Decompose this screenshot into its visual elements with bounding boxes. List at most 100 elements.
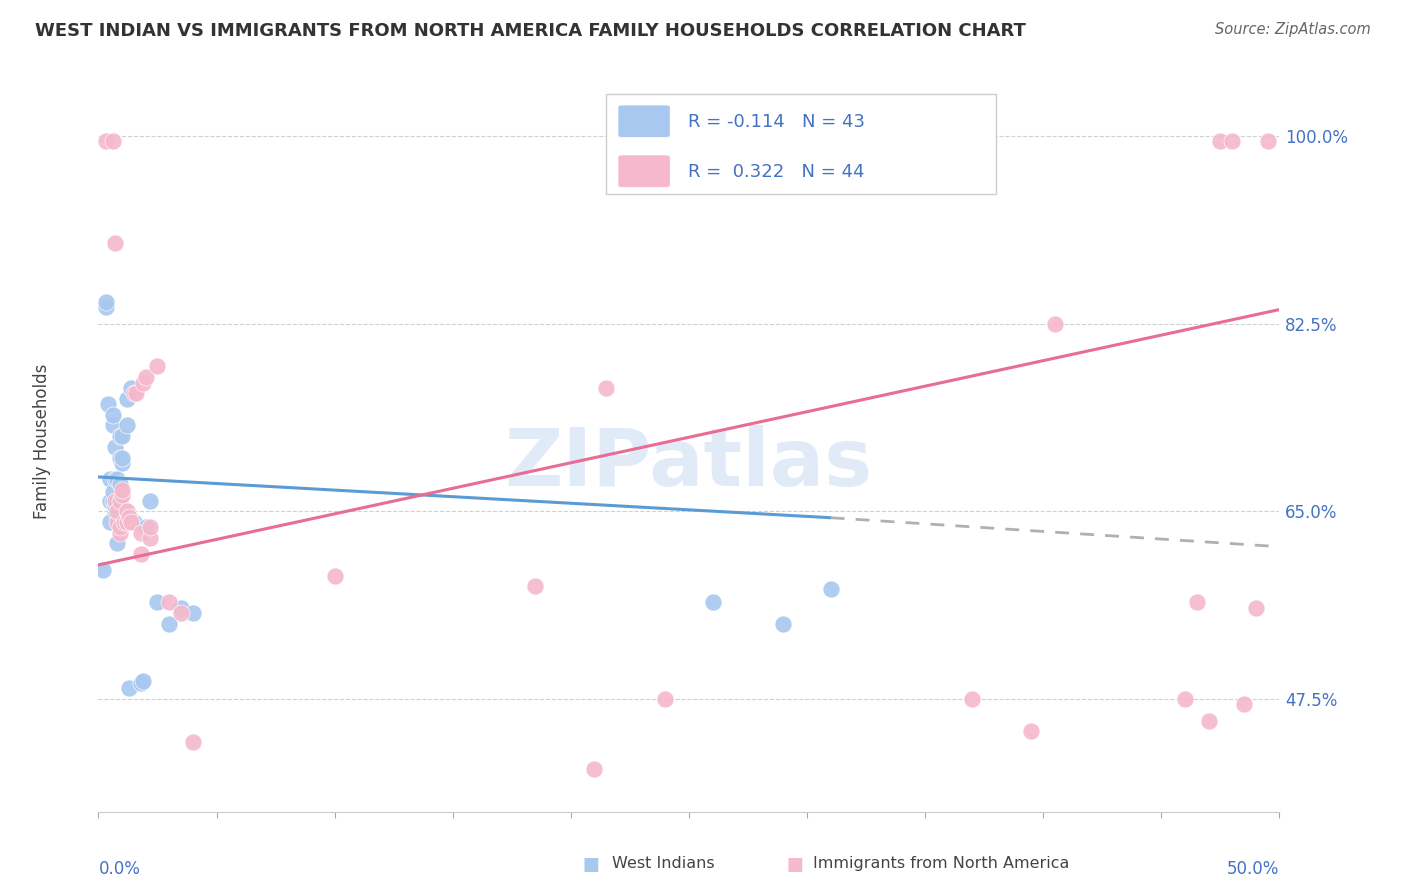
Point [139,493,162,508]
Point [105,515,128,529]
Point [105,472,128,486]
Point [181,606,204,620]
Point [1043,317,1066,331]
Text: Source: ZipAtlas.com: Source: ZipAtlas.com [1215,22,1371,37]
Text: R = -0.114   N = 43: R = -0.114 N = 43 [688,112,865,130]
Point [112,515,135,529]
Point [146,359,169,374]
Point [108,520,131,534]
Point [1257,134,1279,148]
Point [170,606,193,620]
Point [121,515,143,529]
Point [94,134,117,148]
Point [112,504,135,518]
Point [1244,600,1267,615]
Point [702,595,724,609]
Point [583,762,606,776]
Text: 0.0%: 0.0% [98,860,141,878]
Text: ▪: ▪ [785,849,804,878]
Point [1021,724,1043,739]
Point [122,515,145,529]
Point [1233,698,1256,712]
Point [104,472,127,486]
Point [112,515,135,529]
Point [104,504,127,518]
Point [98,515,121,529]
Point [118,509,141,524]
Point [104,493,127,508]
Point [1220,134,1243,148]
Point [129,547,152,561]
Point [323,568,346,582]
Point [101,485,124,500]
Point [94,301,117,315]
FancyBboxPatch shape [606,94,995,194]
Point [108,493,131,508]
Text: Immigrants from North America: Immigrants from North America [813,856,1069,871]
Text: Family Households: Family Households [32,364,51,519]
Text: West Indians: West Indians [612,856,714,871]
Point [111,429,134,443]
Point [101,418,124,433]
Point [108,450,131,465]
Point [1185,595,1208,609]
Text: 50.0%: 50.0% [1227,860,1279,878]
Point [115,392,138,406]
Point [654,692,676,706]
Point [1198,714,1220,728]
Point [98,493,121,508]
Text: ZIPatlas: ZIPatlas [505,425,873,503]
Point [820,582,842,596]
Point [595,381,617,395]
Point [772,616,794,631]
Point [139,520,162,534]
Point [139,531,162,545]
Point [135,370,157,384]
FancyBboxPatch shape [619,105,671,137]
Point [132,376,155,390]
Point [118,681,141,696]
Point [91,563,114,577]
Point [129,525,152,540]
Point [108,525,131,540]
FancyBboxPatch shape [619,155,671,187]
Point [129,676,152,690]
Point [121,381,143,395]
Point [101,408,124,422]
Point [108,429,131,443]
Text: WEST INDIAN VS IMMIGRANTS FROM NORTH AMERICA FAMILY HOUSEHOLDS CORRELATION CHART: WEST INDIAN VS IMMIGRANTS FROM NORTH AME… [35,22,1026,40]
Point [105,536,128,550]
Point [115,515,138,529]
Point [170,600,193,615]
Text: R =  0.322   N = 44: R = 0.322 N = 44 [688,162,865,180]
Point [111,456,134,470]
Point [98,472,121,486]
Point [1209,134,1232,148]
Point [111,488,134,502]
Point [115,418,138,433]
Point [108,493,131,508]
Point [132,673,155,688]
Point [962,692,984,706]
Point [115,504,138,518]
Point [104,499,127,513]
Point [94,295,117,310]
Point [125,386,148,401]
Point [111,450,134,465]
Point [1174,692,1197,706]
Point [157,595,180,609]
Point [105,504,128,518]
Point [101,493,124,508]
Point [146,595,169,609]
Point [105,493,128,508]
Point [111,483,134,497]
Point [104,235,127,250]
Point [181,735,204,749]
Point [104,440,127,454]
Point [524,579,547,593]
Point [157,616,180,631]
Text: ▪: ▪ [581,849,600,878]
Point [101,134,124,148]
Point [108,477,131,491]
Point [122,386,145,401]
